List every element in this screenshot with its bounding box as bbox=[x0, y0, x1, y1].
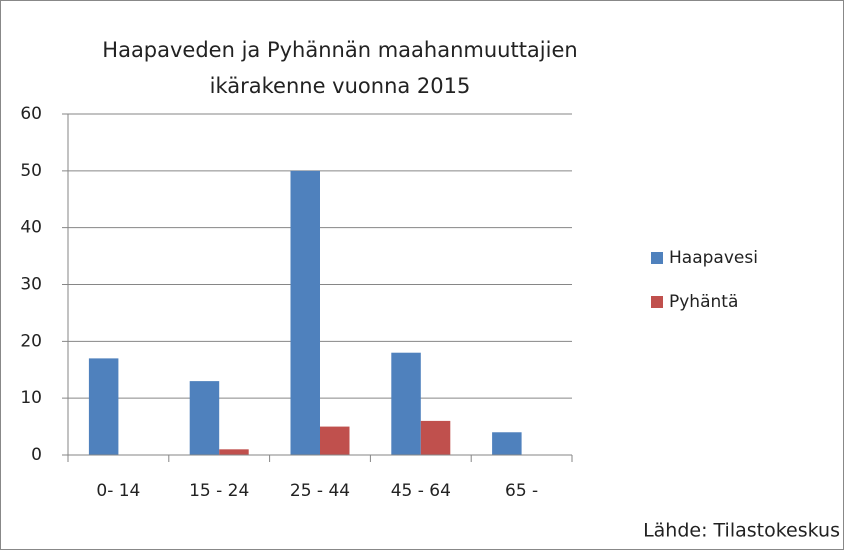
chart-title: Haapaveden ja Pyhännän maahanmuuttajien … bbox=[102, 38, 578, 98]
legend-label: Haapavesi bbox=[669, 248, 758, 268]
x-tick-label: 65 - bbox=[505, 481, 538, 501]
x-tick-label: 25 - 44 bbox=[290, 481, 350, 501]
bar bbox=[88, 358, 119, 455]
y-tick-label: 50 bbox=[20, 161, 42, 181]
source-note: Lähde: Tilastokeskus bbox=[643, 520, 840, 542]
bar bbox=[420, 420, 451, 455]
x-tick-label: 15 - 24 bbox=[189, 481, 249, 501]
bar bbox=[189, 381, 220, 455]
bar bbox=[320, 426, 350, 455]
x-tick-label: 0- 14 bbox=[96, 481, 140, 501]
y-tick-label: 30 bbox=[20, 275, 42, 295]
y-tick-label: 40 bbox=[20, 218, 42, 238]
bar bbox=[492, 432, 522, 455]
legend-swatch bbox=[651, 252, 663, 264]
y-tick-label: 20 bbox=[20, 331, 42, 351]
y-tick-label: 10 bbox=[20, 388, 42, 408]
x-tick-label: 45 - 64 bbox=[391, 481, 451, 501]
y-tick-label: 60 bbox=[20, 104, 42, 124]
bar bbox=[290, 170, 320, 456]
bar bbox=[219, 449, 249, 455]
legend-label: Pyhäntä bbox=[669, 292, 738, 312]
bar bbox=[391, 352, 421, 455]
y-tick-label: 0 bbox=[31, 445, 42, 465]
legend-swatch bbox=[651, 296, 663, 308]
